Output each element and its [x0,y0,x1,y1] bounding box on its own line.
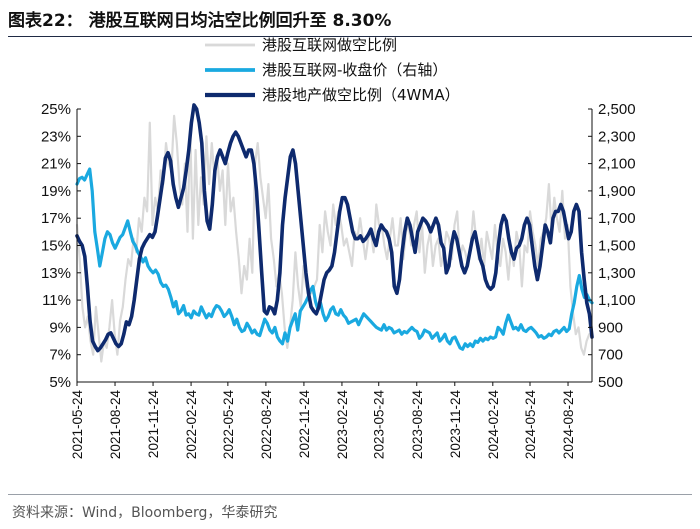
left-tick-label: 9% [49,319,71,336]
x-tick-label: 2024-05-24 [523,390,538,460]
x-tick-label: 2022-05-24 [221,390,236,460]
legend-item-internet-short-ratio: 港股互联网做空比例 [262,36,397,54]
left-tick-label: 15% [41,238,71,255]
left-tick-label: 17% [41,210,71,227]
right-tick-label: 2,300 [598,128,636,145]
chart-title: 图表22： 港股互联网日均沽空比例回升至 8.30% [8,11,392,31]
x-tick-label: 2022-02-24 [184,390,199,460]
left-tick-label: 23% [41,128,71,145]
right-tick-label: 1,700 [598,210,636,227]
legend-item-internet-close-price: 港股互联网-收盘价（右轴） [262,61,447,79]
x-tick-label: 2023-05-24 [372,390,387,460]
legend-item-property-4wma: 港股地产做空比例（4WMA） [262,86,460,104]
x-tick-label: 2021-05-24 [70,390,85,460]
x-tick-label: 2021-11-24 [146,390,161,459]
left-tick-label: 25% [41,101,71,118]
x-tick-label: 2022-08-24 [259,390,274,460]
x-tick-label: 2024-08-24 [561,390,576,460]
x-tick-label: 2023-02-24 [335,390,350,460]
right-tick-label: 700 [598,347,623,364]
axes: 5% 7% 9% 11% 13% 15% 17% 19% 21% 23% 25% 500 700 900 1… [41,101,636,459]
left-tick-label: 19% [41,183,71,200]
left-tick-label: 7% [49,347,71,364]
left-tick-label: 21% [41,156,71,173]
source-note: 资料来源：Wind，Bloomberg，华泰研究 [12,505,278,521]
right-tick-label: 900 [598,319,623,336]
x-tick-label: 2024-02-24 [486,390,501,460]
x-tick-label: 2023-11-24 [448,390,463,459]
series-property-short-ratio-4wma [75,103,594,353]
left-tick-label: 5% [49,374,71,391]
x-tick-label: 2022-11-24 [297,390,312,459]
x-tick-label: 2021-08-24 [108,390,123,460]
title-rule [8,36,692,37]
x-tick-label: 2023-08-24 [410,390,425,460]
left-tick-label: 13% [41,265,71,282]
right-tick-label: 2,100 [598,156,636,173]
right-tick-label: 1,100 [598,292,636,309]
series-internet-close-price [75,167,594,351]
right-tick-label: 1,500 [598,238,636,255]
right-tick-label: 500 [598,374,623,391]
footer-rule [8,494,692,495]
series-layer [75,103,594,363]
right-tick-label: 2,500 [598,101,636,118]
right-tick-label: 1,900 [598,183,636,200]
left-tick-label: 11% [42,292,71,309]
right-tick-label: 1,300 [598,265,636,282]
